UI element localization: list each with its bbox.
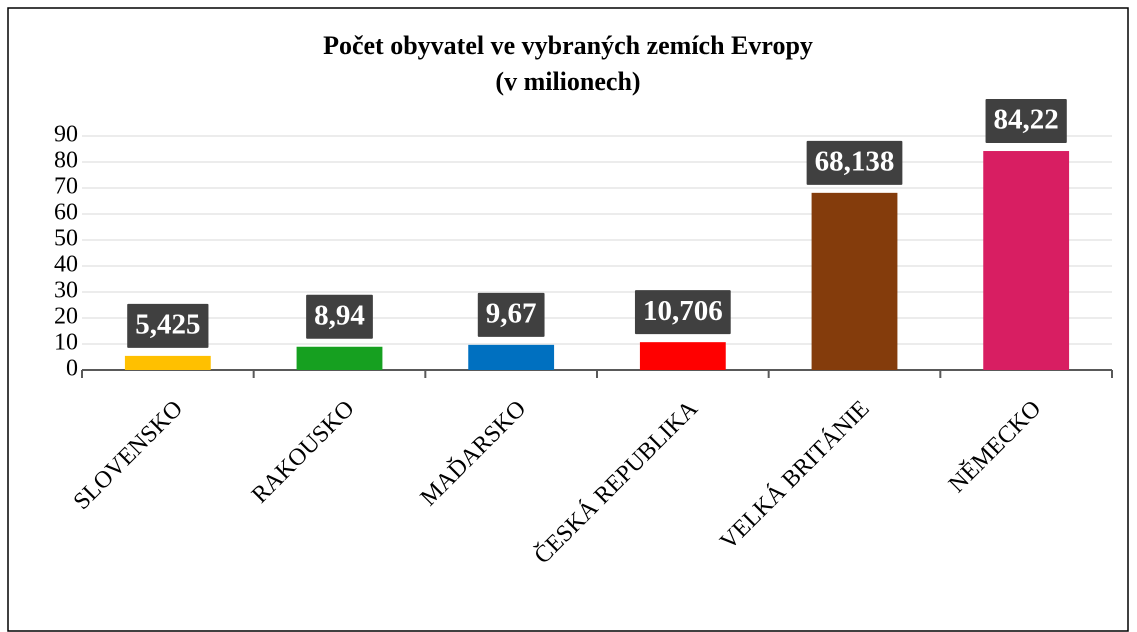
bar: [296, 346, 383, 370]
chart-title: Počet obyvatel ve vybraných zemích Evrop…: [323, 31, 813, 60]
bar: [639, 342, 726, 370]
y-tick-label: 10: [54, 330, 78, 356]
bar: [983, 151, 1070, 370]
y-tick-label: 20: [54, 304, 78, 330]
data-label: 9,67: [486, 298, 537, 330]
bar: [124, 355, 211, 370]
y-tick-label: 80: [54, 148, 78, 174]
y-tick-label: 90: [54, 122, 78, 148]
y-tick-label: 60: [54, 200, 78, 226]
data-label: 84,22: [994, 104, 1059, 136]
data-label-box: [806, 140, 903, 185]
y-tick-label: 70: [54, 174, 78, 200]
chart-subtitle: (v milionech): [495, 67, 640, 96]
y-tick-label: 30: [54, 278, 78, 304]
data-label: 8,94: [314, 299, 365, 331]
bar: [811, 192, 898, 370]
data-label-box: [985, 99, 1067, 144]
y-tick-label: 50: [54, 226, 78, 252]
data-label: 10,706: [643, 295, 723, 327]
y-tick-label: 40: [54, 252, 78, 278]
data-label: 68,138: [815, 145, 895, 177]
data-label-box: [477, 292, 545, 337]
data-label-box: [634, 290, 731, 335]
y-tick-label: 0: [66, 356, 78, 382]
bar: [468, 344, 555, 370]
data-label-box: [127, 303, 209, 348]
data-label: 5,425: [135, 309, 200, 341]
data-label-box: [306, 294, 373, 339]
